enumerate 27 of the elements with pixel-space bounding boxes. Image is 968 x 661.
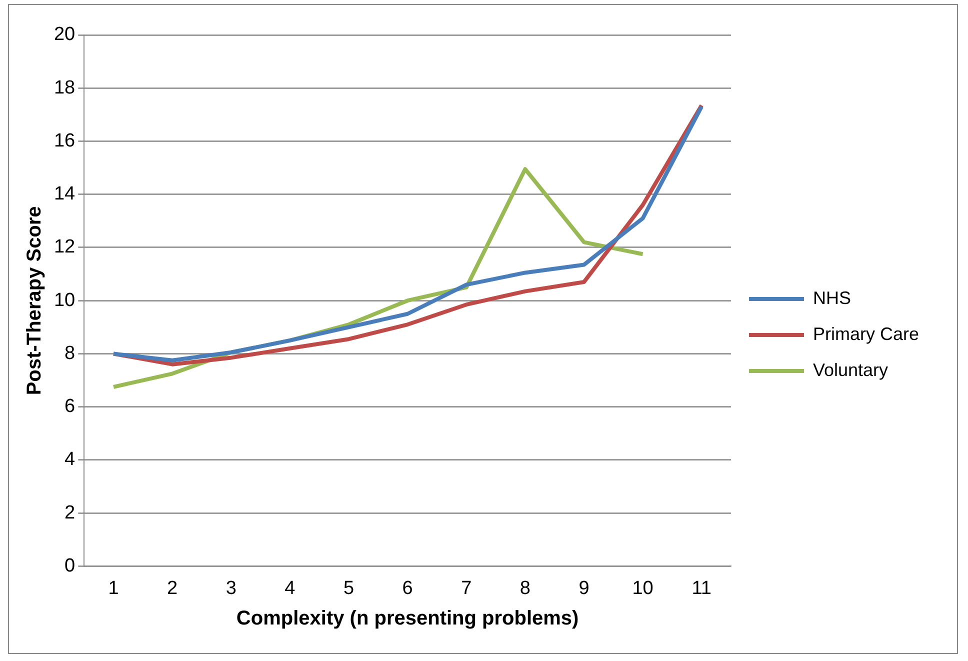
y-tick-label: 4: [64, 449, 76, 470]
x-axis-title: Complexity (n presenting problems): [236, 608, 579, 630]
x-tick-label: 11: [692, 578, 712, 599]
y-tick-label: 0: [64, 555, 76, 576]
x-tick-label: 10: [632, 578, 654, 599]
x-tick-label: 3: [226, 578, 236, 599]
x-tick-label: 8: [520, 578, 530, 599]
x-tick-label: 4: [284, 578, 296, 599]
y-tick-label: 20: [54, 24, 76, 46]
y-tick-label: 6: [64, 396, 76, 418]
y-tick-label: 16: [54, 130, 76, 152]
y-tick-label: 2: [64, 502, 76, 524]
x-tick-label: 7: [461, 578, 472, 599]
legend-label: Primary Care: [812, 324, 919, 344]
x-tick-label: 5: [343, 578, 354, 599]
y-tick-label: 14: [54, 184, 76, 205]
x-tick-label: 2: [167, 578, 178, 599]
x-tick-label: 1: [108, 578, 119, 599]
y-tick-label: 10: [54, 290, 76, 311]
legend-label: Voluntary: [812, 360, 888, 380]
y-tick-label: 18: [54, 77, 76, 98]
legend-label: NHS: [812, 288, 851, 308]
y-tick-label: 12: [54, 236, 76, 258]
y-axis-title: Post-Therapy Score: [24, 206, 46, 396]
x-tick-label: 6: [402, 578, 413, 599]
y-tick-label: 8: [64, 342, 76, 364]
x-tick-label: 9: [578, 578, 590, 599]
